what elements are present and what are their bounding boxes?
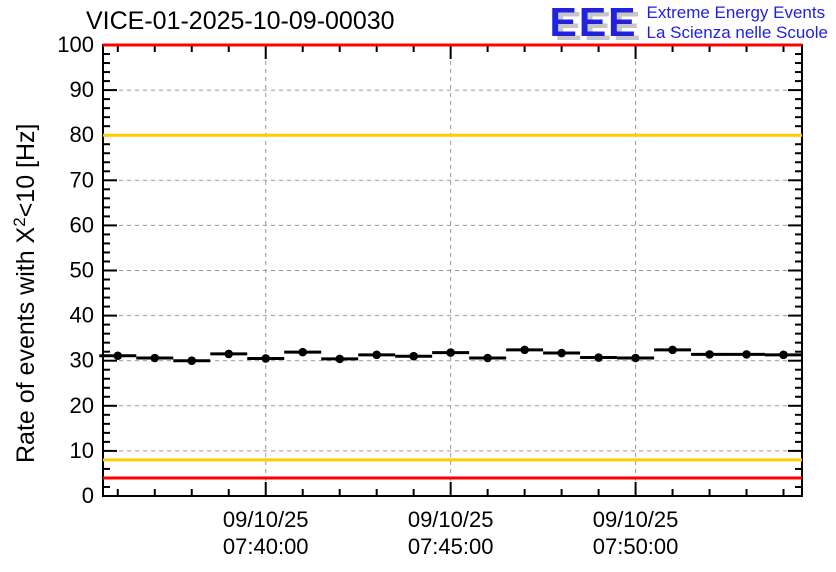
data-point	[742, 350, 751, 359]
data-point	[187, 356, 197, 366]
data-point	[705, 350, 714, 359]
data-point	[298, 347, 308, 357]
data-point	[261, 354, 271, 363]
x-tick-time-label: 07:40:00	[223, 534, 309, 559]
data-point	[409, 351, 418, 361]
x-tick-date-label: 09/10/25	[408, 507, 494, 532]
y-tick-label: 40	[70, 303, 94, 328]
eee-logo-text: Extreme Energy Events La Scienza nelle S…	[647, 2, 828, 43]
y-tick-label: 0	[82, 483, 94, 508]
logo-tagline-2: La Scienza nelle Scuole	[646, 23, 828, 43]
chart-title: VICE-01-2025-10-09-00030	[86, 7, 395, 35]
data-point	[113, 351, 123, 361]
logo-tagline-1: Extreme Energy Events	[646, 3, 826, 22]
eee-logo: EEE EEE Extreme Energy Events La Scienza…	[549, 2, 828, 48]
y-tick-label: 90	[70, 77, 94, 102]
data-point	[557, 348, 566, 358]
x-tick-date-label: 09/10/25	[593, 507, 679, 532]
x-tick-time-label: 07:45:00	[408, 534, 494, 559]
y-tick-label: 100	[57, 32, 94, 57]
data-point	[594, 353, 603, 362]
data-point	[446, 348, 455, 357]
y-tick-label: 30	[70, 348, 94, 373]
y-tick-label: 50	[70, 258, 94, 283]
x-tick-date-label: 09/10/25	[223, 507, 309, 532]
y-tick-label: 20	[70, 393, 94, 418]
data-point	[224, 349, 234, 359]
x-tick-time-label: 07:50:00	[593, 534, 679, 559]
data-point	[520, 345, 529, 355]
data-point	[372, 350, 381, 360]
y-axis-title: Rate of events with X2<10 [Hz]	[10, 123, 40, 463]
data-point	[668, 345, 677, 355]
data-point	[483, 353, 492, 363]
y-tick-label: 80	[70, 122, 94, 147]
data-point	[631, 353, 640, 363]
eee-logo-acronym-wrap: EEE EEE	[549, 0, 640, 48]
y-tick-label: 70	[70, 167, 94, 192]
eee-logo-acronym: EEE	[549, 0, 638, 45]
data-point	[150, 353, 160, 363]
data-point	[335, 354, 344, 364]
data-point	[779, 350, 788, 360]
y-tick-label: 60	[70, 212, 94, 237]
eee-logo-shadow: EEE	[554, 3, 643, 49]
y-tick-label: 10	[70, 438, 94, 463]
